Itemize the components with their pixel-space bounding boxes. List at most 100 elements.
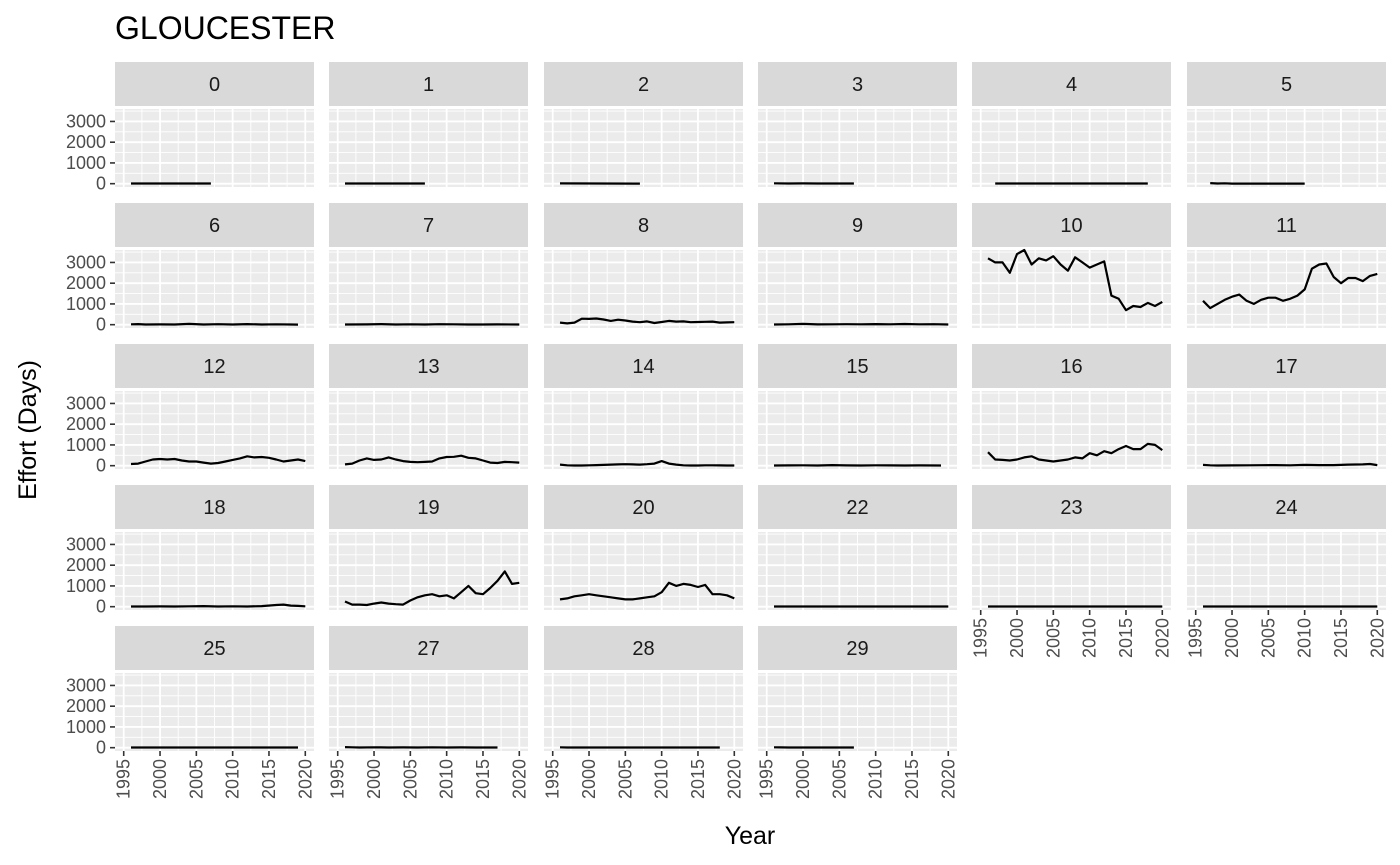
series-line-9: [773, 322, 949, 326]
y-tick-label: 1000: [66, 153, 106, 173]
facet-panel-28: 28 1995 2000 2005 2010 2015 2020: [543, 626, 744, 799]
facet-strip: [758, 62, 957, 106]
x-tick-label: 2010: [1080, 618, 1100, 658]
facet-strip: [972, 203, 1171, 247]
facet-strip-label: 8: [638, 215, 649, 237]
facet-strip-label: 0: [209, 74, 220, 96]
facet-panel-17: 17: [1187, 344, 1386, 469]
y-tick-label: 0: [96, 315, 106, 335]
x-tick-label: 2010: [437, 759, 457, 799]
x-tick-label: 2005: [1258, 618, 1278, 658]
facet-panel-27: 27 1995 2000 2005 2010 2015 2020: [328, 626, 529, 799]
x-tick-label: 1995: [328, 759, 348, 799]
y-tick-label: 2000: [66, 273, 106, 293]
facet-strip-label: 28: [632, 638, 654, 660]
x-tick-label: 2000: [150, 759, 170, 799]
x-tick-label: 2015: [1116, 618, 1136, 658]
facet-strip: [758, 344, 957, 388]
facet-panel-19: 19: [329, 485, 528, 610]
facet-strip-label: 17: [1275, 356, 1297, 378]
facet-strip: [115, 203, 314, 247]
facet-strip: [329, 485, 528, 529]
facet-panel-1: 1: [329, 62, 528, 187]
y-tick-label: 3000: [66, 393, 106, 413]
x-tick-label: 2005: [400, 759, 420, 799]
facet-strip-label: 24: [1275, 497, 1297, 519]
facet-strip-label: 14: [632, 356, 654, 378]
facet-strip-label: 2: [638, 74, 649, 96]
x-axis-title: Year: [725, 822, 776, 850]
facet-strip: [972, 485, 1171, 529]
y-tick-label: 1000: [66, 576, 106, 596]
facet-strip: [329, 626, 528, 670]
facet-strip: [544, 344, 743, 388]
x-tick-label: 2015: [902, 759, 922, 799]
series-line-8: [559, 317, 735, 325]
facet-strip: [758, 203, 957, 247]
facet-strip-label: 9: [852, 215, 863, 237]
series-line-5: [1210, 182, 1305, 185]
x-tick-label: 1995: [1186, 618, 1206, 658]
facet-strip-label: 3: [852, 74, 863, 96]
x-tick-label: 2010: [866, 759, 886, 799]
y-tick-label: 0: [96, 174, 106, 194]
series-line-13: [344, 454, 520, 466]
facet-strip-label: 23: [1060, 497, 1082, 519]
x-tick-label: 2000: [1007, 618, 1027, 658]
facet-panel-23: 23 1995 2000 2005 2010 2015 2020: [971, 485, 1172, 658]
x-tick-label: 2020: [724, 759, 744, 799]
x-tick-label: 2005: [615, 759, 635, 799]
y-tick-label: 3000: [66, 252, 106, 272]
y-tick-label: 1000: [66, 717, 106, 737]
facet-strip: [329, 203, 528, 247]
facet-strip-label: 15: [846, 356, 868, 378]
x-tick-label: 2010: [223, 759, 243, 799]
facet-strip-label: 18: [203, 497, 225, 519]
facet-panel-2: 2: [544, 62, 743, 187]
y-tick-label: 0: [96, 597, 106, 617]
facet-panel-29: 29 1995 2000 2005 2010 2015 2020: [757, 626, 958, 799]
series-line-10: [987, 248, 1163, 312]
x-tick-label: 2015: [259, 759, 279, 799]
facet-panel-9: 9: [758, 203, 957, 328]
facet-strip: [758, 626, 957, 670]
facet-strip: [329, 62, 528, 106]
x-tick-label: 2005: [1043, 618, 1063, 658]
facet-strip: [972, 344, 1171, 388]
y-tick-label: 2000: [66, 696, 106, 716]
facet-strip-label: 27: [417, 638, 439, 660]
facet-strip: [544, 485, 743, 529]
series-line-14: [559, 460, 735, 467]
x-tick-label: 2000: [1222, 618, 1242, 658]
series-line-6: [130, 322, 299, 326]
facet-panel-4: 4: [972, 62, 1171, 187]
facet-strip: [544, 62, 743, 106]
facet-panel-24: 24 1995 2000 2005 2010 2015 2020: [1186, 485, 1387, 658]
facet-panel-14: 14: [544, 344, 743, 469]
facet-panel-13: 13: [329, 344, 528, 469]
y-tick-label: 2000: [66, 555, 106, 575]
y-tick-label: 3000: [66, 111, 106, 131]
facet-strip-label: 29: [846, 638, 868, 660]
x-tick-label: 2020: [1367, 618, 1387, 658]
facet-strip-label: 6: [209, 215, 220, 237]
facet-strip-label: 22: [846, 497, 868, 519]
y-tick-label: 2000: [66, 132, 106, 152]
y-axis-title: Effort (Days): [14, 360, 42, 500]
x-tick-label: 2015: [1331, 618, 1351, 658]
facet-strip-label: 4: [1066, 74, 1077, 96]
x-tick-label: 2020: [1152, 618, 1172, 658]
x-tick-label: 1995: [971, 618, 991, 658]
facet-strip-label: 13: [417, 356, 439, 378]
x-tick-label: 2005: [186, 759, 206, 799]
facet-strip: [544, 203, 743, 247]
series-line-19: [344, 570, 520, 607]
y-tick-label: 0: [96, 738, 106, 758]
facet-strip: [115, 344, 314, 388]
x-tick-label: 2010: [1295, 618, 1315, 658]
